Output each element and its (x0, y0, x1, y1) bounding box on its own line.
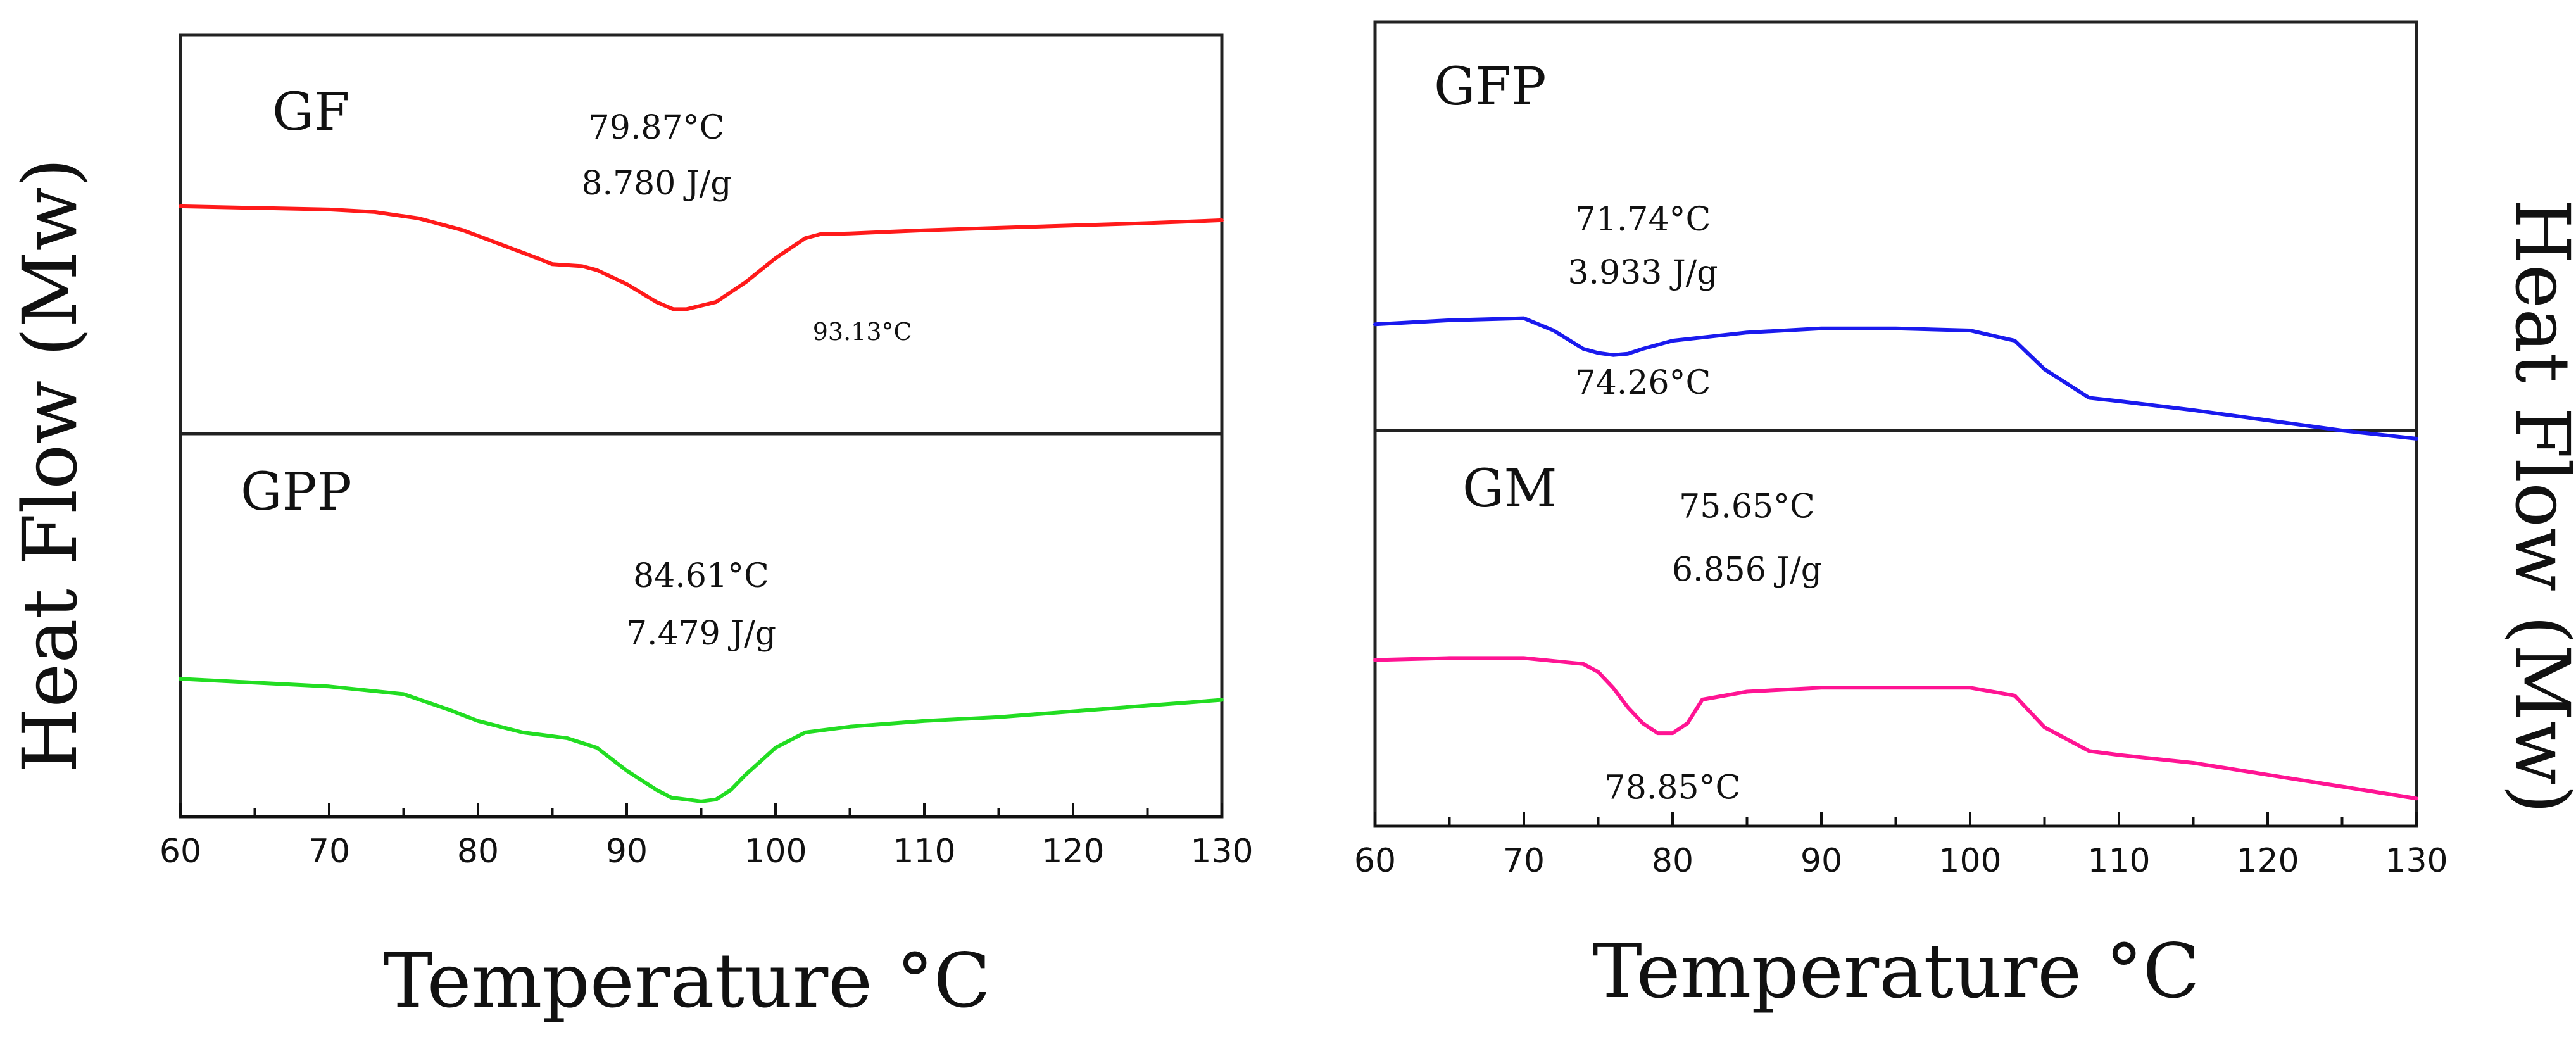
gm-panel-label: GM (1462, 459, 1557, 519)
right-x-tick-label: 100 (1938, 842, 2001, 880)
left-x-tick-label: 110 (893, 833, 955, 870)
gm-peak-annotation: 78.85°C (1605, 769, 1741, 807)
left-x-tick-label: 70 (308, 833, 350, 870)
gf-panel-label: GF (272, 82, 349, 142)
gfp-peak-annotation: 74.26°C (1575, 364, 1711, 402)
right-x-tick-label: 90 (1800, 842, 1842, 880)
left-x-tick-label: 60 (160, 833, 201, 870)
right-x-tick-label: 120 (2236, 842, 2299, 880)
left-x-ticks: 60 70 80 90 100 110 120 130 (160, 803, 1253, 870)
right-x-tick-label: 70 (1503, 842, 1545, 880)
gf-peak-annotation: 93.13°C (813, 318, 912, 346)
gfp-panel-label: GFP (1434, 57, 1547, 117)
right-x-tick-label: 130 (2385, 842, 2447, 880)
right-chart-group: 60 70 80 90 100 110 120 130 GFP GM 71.74°C 3.93… (1354, 20, 2576, 1015)
gpp-series-line (179, 677, 1224, 803)
gfp-onset-annotation: 71.74°C (1575, 201, 1711, 239)
gf-series-line (179, 204, 1224, 311)
left-x-tick-label: 90 (606, 833, 648, 870)
right-x-tick-label: 80 (1652, 842, 1693, 880)
gpp-onset-annotation: 84.61°C (633, 557, 769, 595)
gfp-enthalpy-annotation: 3.933 J/g (1568, 254, 1718, 292)
right-x-tick-label: 110 (2087, 842, 2150, 880)
right-y-axis-label: Heat Flow (Mw) (2499, 199, 2576, 814)
left-x-tick-label: 120 (1041, 833, 1104, 870)
gm-enthalpy-annotation: 6.856 J/g (1672, 551, 1822, 589)
left-y-axis-label: Heat Flow (Mw) (6, 158, 94, 772)
gm-series-line (1373, 656, 2418, 801)
gpp-enthalpy-annotation: 7.479 J/g (626, 615, 776, 653)
gf-onset-annotation: 79.87°C (589, 109, 725, 147)
left-x-tick-label: 80 (457, 833, 499, 870)
gfp-series-line (1373, 316, 2418, 441)
gm-onset-annotation: 75.65°C (1679, 488, 1815, 526)
right-x-tick-label: 60 (1354, 842, 1396, 880)
left-x-tick-label: 130 (1190, 833, 1253, 870)
right-x-ticks: 60 70 80 90 100 110 120 130 (1354, 812, 2448, 880)
gf-enthalpy-annotation: 8.780 J/g (581, 165, 731, 203)
right-x-axis-label: Temperature °C (1592, 927, 2200, 1015)
left-x-axis-label: Temperature °C (383, 937, 991, 1024)
gpp-panel-label: GPP (241, 462, 352, 522)
left-chart-group: 60 70 80 90 100 110 120 130 GF GPP 79.87°C 8.78… (6, 33, 1253, 1024)
left-x-tick-label: 100 (744, 833, 807, 870)
